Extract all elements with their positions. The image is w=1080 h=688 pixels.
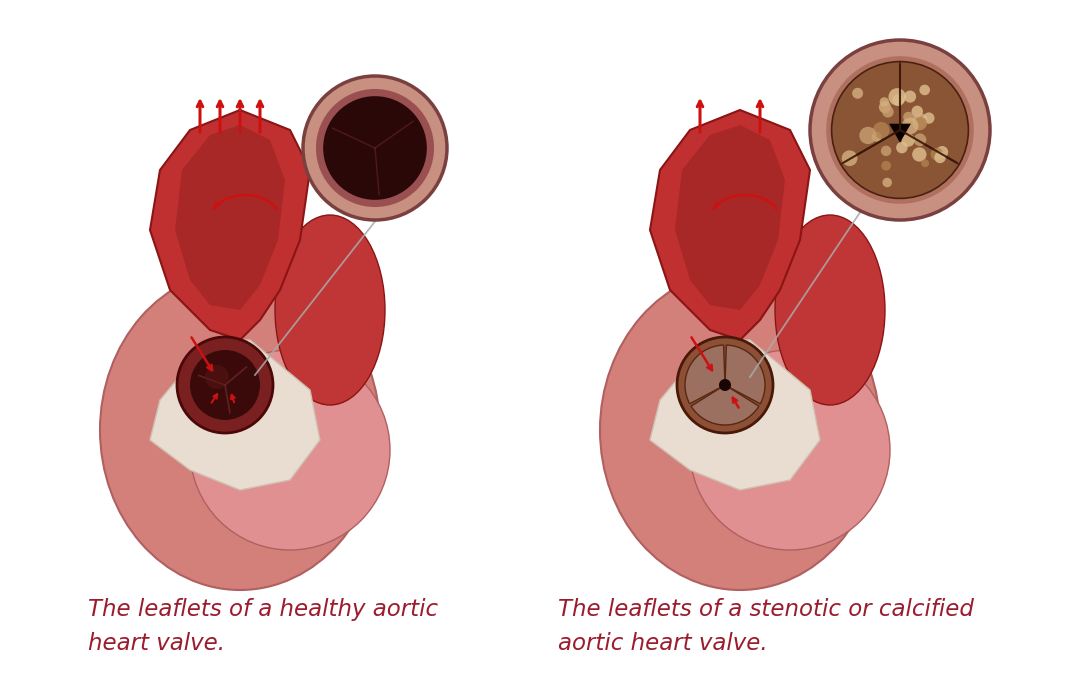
- Circle shape: [826, 56, 974, 204]
- Ellipse shape: [100, 270, 380, 590]
- Circle shape: [852, 88, 863, 99]
- Circle shape: [913, 117, 926, 130]
- Ellipse shape: [190, 350, 390, 550]
- Polygon shape: [650, 340, 820, 490]
- Ellipse shape: [600, 270, 880, 590]
- Circle shape: [872, 131, 881, 142]
- Circle shape: [177, 337, 273, 433]
- Polygon shape: [150, 110, 310, 340]
- Text: heart valve.: heart valve.: [87, 632, 225, 655]
- Polygon shape: [675, 125, 785, 310]
- Circle shape: [923, 112, 934, 124]
- Wedge shape: [900, 62, 969, 164]
- Polygon shape: [650, 110, 810, 340]
- Circle shape: [882, 106, 894, 118]
- Circle shape: [896, 142, 907, 153]
- Circle shape: [912, 106, 923, 117]
- Wedge shape: [691, 385, 759, 425]
- Ellipse shape: [275, 215, 384, 405]
- Circle shape: [841, 151, 858, 166]
- Circle shape: [879, 97, 889, 107]
- Circle shape: [810, 40, 990, 220]
- Circle shape: [879, 101, 891, 114]
- Circle shape: [860, 127, 877, 144]
- Circle shape: [904, 91, 916, 103]
- Circle shape: [719, 379, 731, 391]
- Circle shape: [677, 337, 773, 433]
- Text: The leaflets of a stenotic or calcified: The leaflets of a stenotic or calcified: [558, 598, 974, 621]
- Text: The leaflets of a healthy aortic: The leaflets of a healthy aortic: [87, 598, 438, 621]
- Circle shape: [913, 147, 927, 162]
- Circle shape: [303, 76, 447, 220]
- Circle shape: [921, 159, 929, 167]
- Circle shape: [919, 85, 930, 95]
- Circle shape: [881, 146, 891, 156]
- Circle shape: [873, 122, 890, 138]
- Circle shape: [934, 151, 946, 163]
- Circle shape: [190, 350, 260, 420]
- Circle shape: [902, 118, 919, 134]
- Circle shape: [914, 133, 927, 146]
- Circle shape: [936, 146, 948, 158]
- Circle shape: [913, 113, 928, 128]
- Ellipse shape: [775, 215, 885, 405]
- Circle shape: [915, 117, 927, 130]
- Circle shape: [205, 365, 229, 389]
- Circle shape: [882, 178, 892, 187]
- Circle shape: [323, 96, 427, 200]
- Circle shape: [316, 89, 434, 207]
- Polygon shape: [150, 340, 320, 490]
- Ellipse shape: [690, 350, 890, 550]
- Wedge shape: [725, 345, 765, 404]
- Circle shape: [892, 94, 904, 106]
- Wedge shape: [685, 345, 725, 404]
- Circle shape: [889, 88, 906, 106]
- Wedge shape: [832, 62, 900, 164]
- Polygon shape: [175, 125, 285, 310]
- Polygon shape: [889, 124, 910, 142]
- Circle shape: [902, 133, 915, 147]
- Text: aortic heart valve.: aortic heart valve.: [558, 632, 768, 655]
- Wedge shape: [840, 130, 959, 198]
- Circle shape: [931, 148, 943, 160]
- Circle shape: [903, 111, 914, 122]
- Circle shape: [881, 161, 891, 171]
